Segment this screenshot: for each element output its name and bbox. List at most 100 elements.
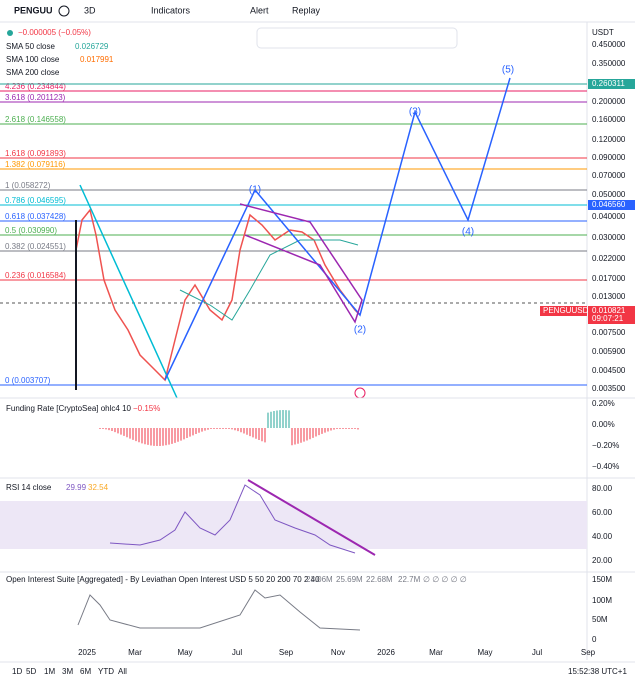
time-label: 2025 [78,648,96,657]
price-label: 0.070000 [592,171,626,180]
rsi-trend [247,479,376,556]
price-label: 0.090000 [592,153,626,162]
channel [239,203,363,324]
price-label: 0.005900 [592,347,626,356]
time-label: May [477,648,492,657]
price-label: 0.007500 [592,328,626,337]
add-symbol[interactable] [58,5,70,17]
wave-label: (5) [502,65,514,76]
last-symbol: PENGUUSDT [543,306,593,315]
range-button[interactable]: 6M [80,667,91,676]
oi-axis: 50M [592,615,608,624]
price [75,208,361,382]
change: −0.000005 (−0.05%) [18,28,91,37]
rsi-axis: 40.00 [592,532,613,541]
price-label: 0.004500 [592,366,626,375]
symbol-badge [540,306,587,316]
rsi-ma: 32.54 [88,483,109,492]
oi-value: 22.7M [398,575,421,584]
time-label: Sep [279,648,294,657]
range-button[interactable]: All [118,667,127,676]
price-label: 0.030000 [592,233,626,242]
oi-axis: 150M [592,575,612,584]
fib-label: 2.618 (0.146558) [5,115,66,124]
axis-unit: USDT [592,28,614,37]
fib-label: 0.618 (0.037428) [5,212,66,221]
funding-axis: −0.20% [592,441,619,450]
funding-title: Funding Rate [CryptoSea] ohlc4 10 [6,404,132,413]
indicators[interactable]: Indicators [151,5,191,15]
price-label: 0.003500 [592,384,626,393]
drawing-toolbar[interactable] [256,27,458,49]
rsi-title: RSI 14 close [6,483,52,492]
time-label: Mar [429,648,443,657]
price-label: 0.200000 [592,97,626,106]
rsi-axis: 60.00 [592,508,613,517]
range-button[interactable]: 1M [44,667,55,676]
price-label: 0.160000 [592,115,626,124]
range-button[interactable]: 3M [62,667,73,676]
rsi-band [0,501,587,549]
price-label: 0.013000 [592,292,626,301]
price-label: 0.050000 [592,190,626,199]
sma-label: SMA 100 close [6,55,60,64]
funding-axis: 0.20% [592,399,615,408]
time-label: May [177,648,192,657]
funding-axis: 0.00% [592,420,615,429]
price-label: 0.022000 [592,254,626,263]
fib-label: 1.618 (0.091893) [5,149,66,158]
time-label: Mar [128,648,142,657]
price-label: 0.350000 [592,59,626,68]
last-badge [588,306,635,324]
oi-value: 22.68M [366,575,393,584]
symbol[interactable]: PENGUU [14,5,53,15]
time-label: Jul [232,648,242,657]
fib-label: 0.236 (0.016584) [5,271,66,280]
sma-50 [179,239,359,321]
fib-label: 0 (0.003707) [5,376,51,385]
fib-label: 1 (0.058272) [5,181,51,190]
price-badge [588,79,635,89]
trend-a [79,184,178,399]
oi-value: 25.69M [336,575,363,584]
wave-label: (1) [249,185,261,196]
price-label: 0.017000 [592,274,626,283]
sma-label: SMA 200 close [6,68,60,77]
oi-value: ∅ ∅ ∅ ∅ ∅ [423,575,467,584]
alert[interactable]: Alert [250,5,269,15]
interval[interactable]: 3D [84,5,96,15]
time-label: Jul [532,648,542,657]
fib-label: 0.5 (0.030990) [5,226,57,235]
wave-label: (4) [462,227,474,238]
last-price: 0.010821 [592,306,626,315]
rsi-axis: 20.00 [592,556,613,565]
funding-axis: −0.40% [592,462,619,471]
price-label: 0.450000 [592,40,626,49]
fib-label: 1.382 (0.079116) [5,160,66,169]
time-label: 2026 [377,648,395,657]
rsi-value: 29.99 [66,483,87,492]
price-label: 0.120000 [592,135,626,144]
oi-title: Open Interest Suite [Aggregated] - By Le… [6,575,320,584]
sma-value: 0.026729 [75,42,109,51]
rsi-axis: 80.00 [592,484,613,493]
price-label: 0.260311 [592,79,625,88]
range-button[interactable]: 5D [26,667,36,676]
oi-line [77,589,361,631]
range-button[interactable]: 1D [12,667,22,676]
sma-label: SMA 50 close [6,42,55,51]
time-label: Sep [581,648,596,657]
funding-value: −0.15% [133,404,160,413]
price-label: 0.040000 [592,212,626,221]
range-button[interactable]: YTD [98,667,114,676]
oi-value: 23.06M [306,575,333,584]
price-label: 0.046560 [592,200,626,209]
replay[interactable]: Replay [292,5,321,15]
sma-value: 0.017991 [80,55,114,64]
rsi-line [109,484,356,554]
elliott [164,77,511,381]
price-badge [588,200,635,210]
fib-label: 0.382 (0.024551) [5,242,66,251]
